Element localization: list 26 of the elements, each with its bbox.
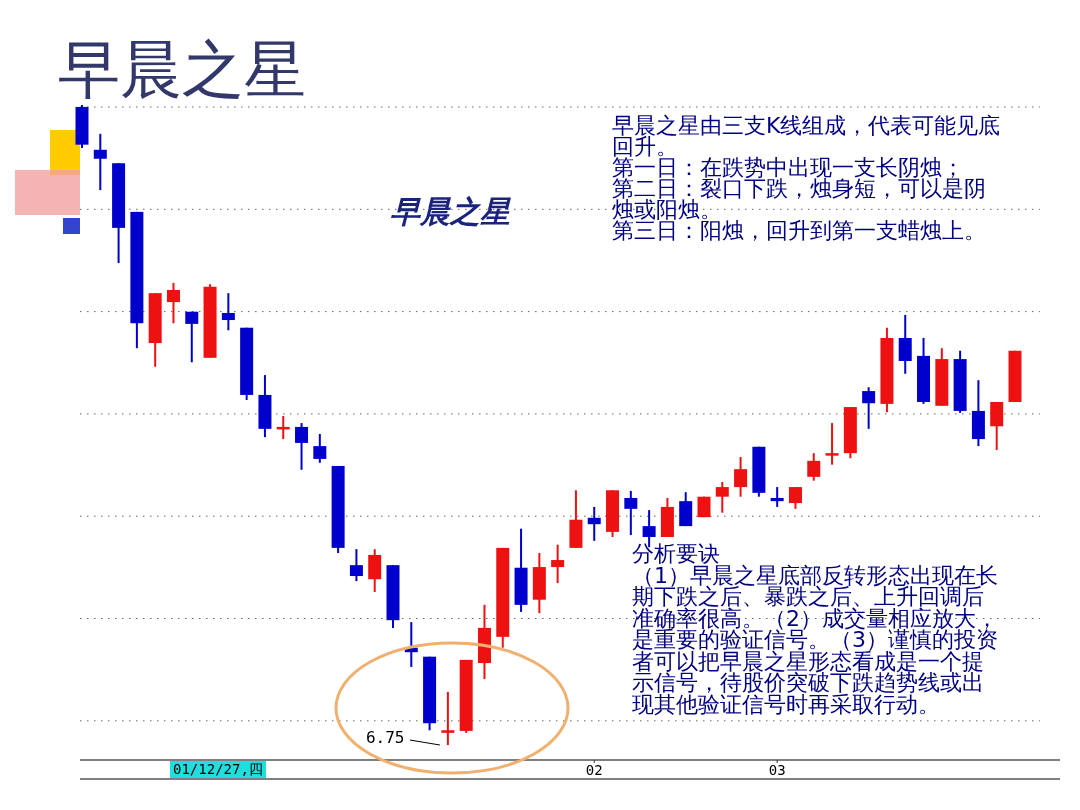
candlestick [862, 386, 876, 430]
candlestick [715, 480, 729, 514]
candlestick [825, 422, 839, 466]
candlestick [441, 690, 455, 746]
annotation: 早晨之星 [390, 193, 510, 231]
annotation: 6.75 [365, 728, 405, 747]
candlestick [221, 292, 235, 332]
annotation: 分析要诀 [632, 541, 720, 566]
x-tick-label: 02 [585, 762, 603, 778]
candlestick [313, 432, 327, 464]
candlestick [93, 132, 107, 192]
candlestick [624, 489, 638, 537]
candlestick [551, 543, 565, 585]
text: 01/12/27,四 [170, 761, 266, 778]
candlestick [185, 310, 199, 364]
candlestick [898, 313, 912, 375]
candlestick [166, 281, 180, 325]
candlestick [788, 486, 802, 510]
candlestick [734, 456, 748, 498]
chart-title: 早晨之星 [58, 32, 306, 108]
candlestick [587, 505, 601, 542]
candlestick [349, 548, 363, 583]
x-tick-label: 03 [768, 762, 786, 778]
candlestick [770, 486, 784, 508]
candlestick [807, 452, 821, 482]
candlestick [295, 422, 309, 471]
